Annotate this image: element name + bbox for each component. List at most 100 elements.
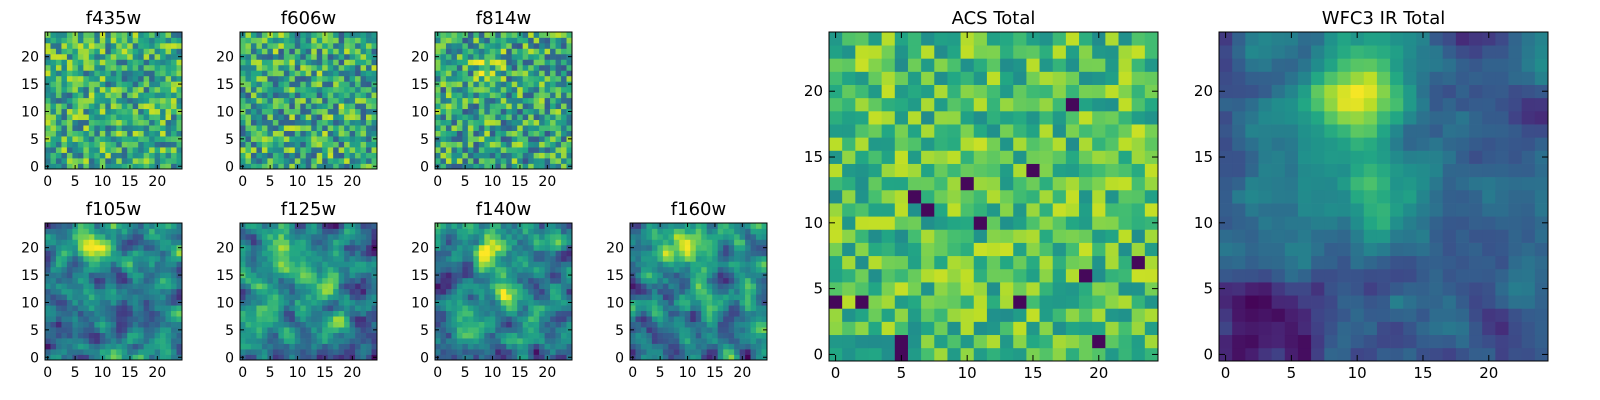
heatmap-cell xyxy=(451,92,458,99)
heatmap-cell xyxy=(555,228,562,235)
heatmap-cell xyxy=(728,305,735,312)
heatmap-cell xyxy=(462,53,469,60)
heatmap-cell xyxy=(640,321,647,328)
heatmap-cell xyxy=(143,305,150,312)
heatmap-cell xyxy=(245,86,252,93)
heatmap-cell xyxy=(506,266,513,273)
heatmap-cell xyxy=(495,343,502,350)
heatmap-cell xyxy=(462,277,469,284)
heatmap-cell xyxy=(278,327,285,333)
heatmap-cell xyxy=(745,250,751,257)
heatmap-cell xyxy=(495,108,502,115)
heatmap-cell xyxy=(706,266,713,273)
heatmap-cell xyxy=(371,42,378,49)
heatmap-cell xyxy=(484,103,491,110)
heatmap-cell xyxy=(110,239,117,246)
heatmap-cell xyxy=(256,354,263,361)
heatmap-cell xyxy=(165,81,172,88)
heatmap-cell xyxy=(294,136,301,142)
heatmap-cell xyxy=(327,244,334,251)
heatmap-cell xyxy=(165,158,172,164)
heatmap-cell xyxy=(149,158,155,164)
heatmap-cell xyxy=(986,347,1001,362)
heatmap-cell xyxy=(640,250,647,257)
heatmap-cell xyxy=(842,242,856,257)
heatmap-cell xyxy=(1118,308,1133,322)
heatmap-cell xyxy=(435,37,441,44)
heatmap-cell xyxy=(894,347,909,362)
heatmap-cell xyxy=(528,125,534,131)
heatmap-cell xyxy=(973,176,988,191)
heatmap-cell xyxy=(360,75,367,82)
heatmap-cell xyxy=(366,266,372,273)
heatmap-cell xyxy=(651,272,658,279)
heatmap-cell xyxy=(311,64,318,71)
heatmap-cell xyxy=(256,305,263,312)
heatmap-cell xyxy=(1000,216,1014,230)
heatmap-cell xyxy=(473,244,480,251)
heatmap-cell xyxy=(366,327,372,333)
x-tick-label: 5 xyxy=(266,174,275,190)
heatmap-cell xyxy=(723,233,729,240)
heatmap-cell xyxy=(143,261,150,268)
heatmap-cell xyxy=(528,305,534,312)
heatmap-cell xyxy=(1079,229,1093,243)
heatmap-cell xyxy=(1144,203,1159,217)
heatmap-cell xyxy=(61,42,68,49)
heatmap-cell xyxy=(511,130,518,137)
heatmap-cell xyxy=(83,158,90,164)
heatmap-cell xyxy=(55,158,62,164)
heatmap-cell xyxy=(105,114,112,121)
heatmap-cell xyxy=(478,332,485,339)
heatmap-cell xyxy=(289,327,296,333)
heatmap-cell xyxy=(322,92,329,99)
heatmap-cell xyxy=(739,228,746,235)
heatmap-cell xyxy=(761,239,768,246)
heatmap-cell xyxy=(484,86,491,93)
heatmap-cell xyxy=(55,108,62,115)
heatmap-cell xyxy=(250,354,257,361)
heatmap-cell xyxy=(132,288,139,295)
heatmap-cell xyxy=(94,147,101,153)
heatmap-cell xyxy=(105,37,112,44)
heatmap-cell xyxy=(116,233,123,240)
heatmap-cell xyxy=(440,147,447,153)
heatmap-cell xyxy=(522,305,529,312)
heatmap-cell xyxy=(478,86,485,93)
heatmap-cell xyxy=(289,70,296,77)
heatmap-cell xyxy=(640,354,647,361)
heatmap-cell xyxy=(484,261,491,268)
heatmap-cell xyxy=(176,114,183,121)
heatmap-cell xyxy=(110,141,117,148)
heatmap-cell xyxy=(1039,295,1054,309)
heatmap-cell xyxy=(561,70,567,77)
heatmap-cell xyxy=(77,233,84,240)
heatmap-cell xyxy=(478,70,485,77)
heatmap-cell xyxy=(88,86,95,93)
heatmap-cell xyxy=(555,130,562,137)
heatmap-cell xyxy=(366,152,372,159)
heatmap-cell xyxy=(550,321,556,328)
heatmap-cell xyxy=(55,75,62,82)
heatmap-cell xyxy=(61,294,68,301)
heatmap-cell xyxy=(305,327,312,333)
heatmap-cell xyxy=(165,70,172,77)
heatmap-cell xyxy=(868,295,882,309)
heatmap-cell xyxy=(662,266,669,273)
heatmap-cell xyxy=(934,242,948,257)
heatmap-cell xyxy=(121,349,128,355)
axes-frame xyxy=(434,222,573,361)
heatmap-cell xyxy=(316,228,323,235)
heatmap-cell xyxy=(300,294,307,301)
heatmap-cell xyxy=(333,354,339,361)
heatmap-cell xyxy=(333,108,339,115)
heatmap-cell xyxy=(55,233,62,240)
y-tick-label: 5 xyxy=(225,323,234,339)
heatmap-cell xyxy=(701,332,708,339)
heatmap-cell xyxy=(360,147,367,153)
heatmap-cell xyxy=(462,338,469,344)
heatmap-cell xyxy=(83,239,90,246)
heatmap-cell xyxy=(566,103,573,110)
heatmap-cell xyxy=(333,53,339,60)
heatmap-cell xyxy=(745,299,751,306)
